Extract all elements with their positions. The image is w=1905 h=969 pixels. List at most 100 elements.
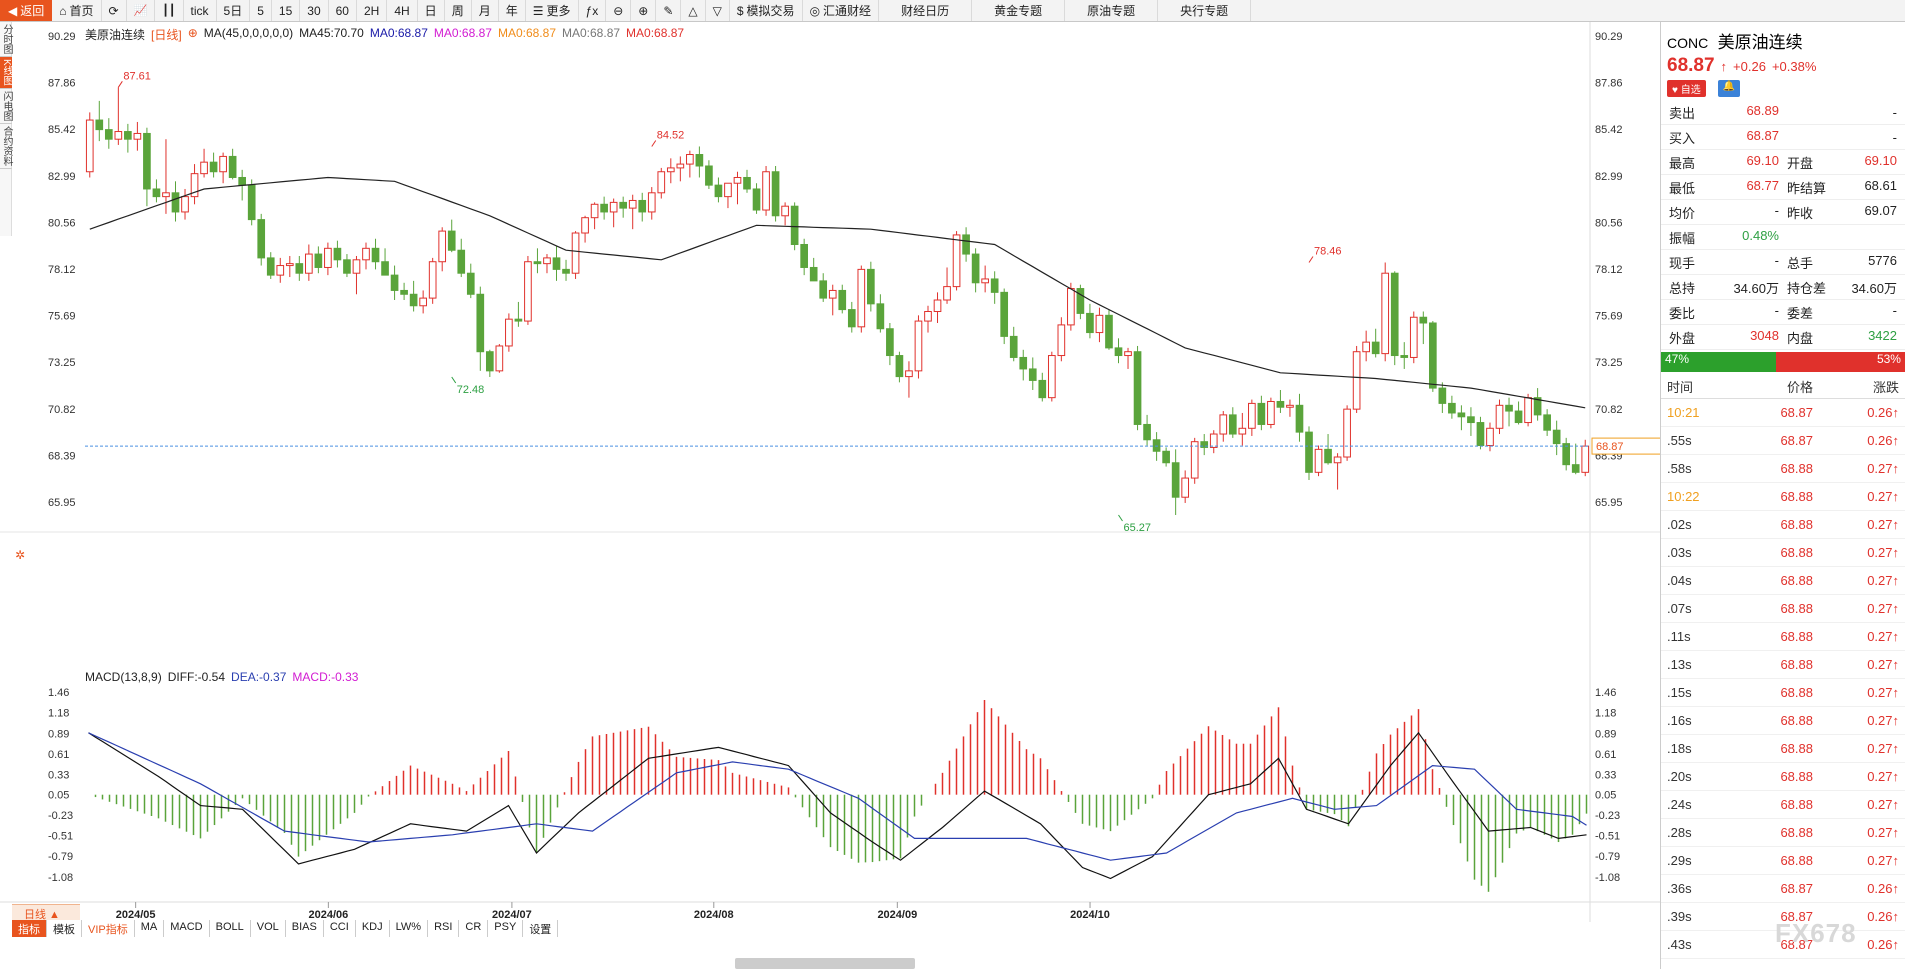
candle-body bbox=[1400, 355, 1409, 358]
indicator-tab-6[interactable]: VOL bbox=[251, 920, 286, 937]
period-tick[interactable]: tick bbox=[184, 0, 217, 21]
tick-list[interactable]: 10:21 68.87 0.26↑ .55s 68.87 0.26↑ .58s 68.88 0.… bbox=[1661, 399, 1905, 959]
indicator-tab-11[interactable]: RSI bbox=[428, 920, 460, 937]
calendar-button[interactable]: 财经日历 bbox=[879, 0, 973, 21]
tick-time: .29s bbox=[1667, 853, 1692, 868]
tick-time: 10:21 bbox=[1667, 405, 1700, 420]
indicator-tab-14[interactable]: 设置 bbox=[523, 920, 559, 937]
indicator-tab-5[interactable]: BOLL bbox=[210, 920, 251, 937]
sidebar-tab-0[interactable]: 分时图 bbox=[0, 22, 12, 57]
quote-cell: 昨收 69.07 bbox=[1783, 203, 1901, 222]
sidebar-tab-2[interactable]: 闪电图 bbox=[0, 89, 12, 124]
candle-body bbox=[143, 132, 151, 190]
period-15[interactable]: 15 bbox=[272, 0, 301, 21]
candle-body bbox=[714, 184, 723, 198]
refresh-button[interactable]: ⟳ bbox=[102, 0, 127, 21]
quote-cell: 卖出 68.89 bbox=[1665, 103, 1783, 122]
chart-area[interactable]: 90.29 90.29 87.86 87.86 85.42 85.42 82.99 82.99… bbox=[0, 22, 1660, 969]
tick-row: .18s 68.88 0.27↑ bbox=[1661, 735, 1905, 763]
indicator-tab-8[interactable]: CCI bbox=[324, 920, 356, 937]
tick-row: .07s 68.88 0.27↑ bbox=[1661, 595, 1905, 623]
indicator-tab-12[interactable]: CR bbox=[459, 920, 489, 937]
candle-body bbox=[1343, 408, 1351, 458]
bell-icon[interactable]: 🔔 bbox=[1717, 80, 1741, 97]
tick-time: .18s bbox=[1667, 741, 1692, 756]
macd-axis-label-left: -0.79 bbox=[48, 851, 73, 863]
oil-topic-button[interactable]: 原油专题 bbox=[1065, 0, 1159, 21]
period-year[interactable]: 年 bbox=[499, 0, 526, 21]
zoom-out-button[interactable]: ⊖ bbox=[606, 0, 632, 21]
sidebar-tab-1[interactable]: K线图 bbox=[0, 57, 12, 89]
candle-body bbox=[1286, 404, 1294, 408]
tick-price: 68.88 bbox=[1780, 489, 1813, 504]
period-week[interactable]: 周 bbox=[445, 0, 472, 21]
tick-row: .39s 68.87 0.26↑ bbox=[1661, 903, 1905, 931]
indicator-tab-2[interactable]: VIP指标 bbox=[82, 920, 135, 937]
period-2h[interactable]: 2H bbox=[357, 0, 388, 21]
tick-change-value: 0.27 bbox=[1867, 461, 1893, 476]
indicator-tab-3[interactable]: MA bbox=[135, 920, 165, 937]
logo-icon: ◎ bbox=[809, 3, 821, 18]
shape-up-button[interactable]: △ bbox=[681, 0, 706, 21]
candle-body bbox=[1190, 441, 1199, 479]
indicator-tab-0[interactable]: 指标 bbox=[12, 920, 47, 937]
period-tab[interactable]: 日线 ▲ bbox=[12, 904, 80, 921]
indicator-tab-4[interactable]: MACD bbox=[164, 920, 210, 937]
legend-period[interactable]: [日线] bbox=[151, 28, 182, 42]
period-5day[interactable]: 5日 bbox=[217, 0, 251, 21]
candle-body bbox=[371, 247, 380, 263]
gold-topic-button[interactable]: 黄金专题 bbox=[972, 0, 1066, 21]
candle-body bbox=[314, 253, 323, 268]
candle-body bbox=[800, 243, 808, 268]
period-60[interactable]: 60 bbox=[329, 0, 357, 21]
quote-key: 内盘 bbox=[1787, 330, 1814, 346]
watchlist-button[interactable]: ♥ 自选 bbox=[1667, 80, 1706, 97]
tick-price: 68.88 bbox=[1780, 797, 1813, 812]
price-axis-label-right: 70.82 bbox=[1595, 404, 1623, 416]
candle-body bbox=[466, 272, 475, 295]
period-4h[interactable]: 4H bbox=[387, 0, 418, 21]
tick-time: .24s bbox=[1667, 797, 1692, 812]
more-button[interactable]: ☰ 更多 bbox=[526, 0, 579, 21]
tick-time: .13s bbox=[1667, 657, 1692, 672]
draw-button[interactable]: ✎ bbox=[656, 0, 682, 21]
period-day[interactable]: 日 bbox=[418, 0, 445, 21]
tick-change-value: 0.27 bbox=[1867, 713, 1893, 728]
indicator-tab-13[interactable]: PSY bbox=[488, 920, 524, 937]
back-button[interactable]: ◀ 返回 bbox=[0, 0, 53, 21]
chart-type-button[interactable]: 📈 bbox=[127, 0, 156, 21]
sim-trade-button[interactable]: $ 模拟交易 bbox=[730, 0, 803, 21]
candle-body bbox=[914, 320, 923, 372]
tick-row: .43s 68.87 0.26↑ bbox=[1661, 931, 1905, 959]
legend-settings-icon[interactable]: ⊕ bbox=[187, 26, 198, 40]
home-button[interactable]: ⌂ 首页 bbox=[52, 0, 102, 21]
period-30[interactable]: 30 bbox=[300, 0, 329, 21]
formula-button[interactable]: ƒx bbox=[579, 0, 607, 21]
candle-body bbox=[857, 268, 866, 328]
tick-change: 0.27↑ bbox=[1813, 741, 1901, 756]
period-month[interactable]: 月 bbox=[472, 0, 499, 21]
indicator-tab-10[interactable]: LW% bbox=[390, 920, 429, 937]
huitong-button[interactable]: ◎ 汇通财经 bbox=[803, 0, 880, 21]
candle-body bbox=[867, 268, 875, 305]
shape-down-button[interactable]: ▽ bbox=[706, 0, 730, 21]
quote-value: 0.48% bbox=[1742, 227, 1779, 243]
central-bank-button[interactable]: 央行专题 bbox=[1158, 0, 1252, 21]
annotation-label: 84.52 bbox=[657, 129, 685, 141]
oil-topic-button-label: 原油专题 bbox=[1087, 4, 1136, 18]
annotation-leader bbox=[451, 376, 457, 384]
candle-body bbox=[514, 318, 523, 322]
period-5[interactable]: 5 bbox=[250, 0, 272, 21]
tick-time: .07s bbox=[1667, 601, 1692, 616]
quote-cell: 总持 34.60万 bbox=[1665, 278, 1783, 297]
horizontal-scrollbar[interactable] bbox=[735, 958, 915, 969]
kline-chart[interactable]: 90.29 90.29 87.86 87.86 85.42 85.42 82.99 82.99… bbox=[0, 22, 1660, 969]
candle-body bbox=[1314, 448, 1323, 473]
candle-type-button[interactable]: ┃┃ bbox=[155, 0, 184, 21]
indicator-tab-1[interactable]: 模板 bbox=[47, 920, 82, 937]
indicator-tab-9[interactable]: KDJ bbox=[356, 920, 390, 937]
zoom-in-button[interactable]: ⊕ bbox=[631, 0, 657, 21]
macd-value: MACD:-0.33 bbox=[292, 670, 359, 684]
sidebar-tab-3[interactable]: 合约资料 bbox=[0, 124, 12, 169]
indicator-tab-7[interactable]: BIAS bbox=[286, 920, 324, 937]
